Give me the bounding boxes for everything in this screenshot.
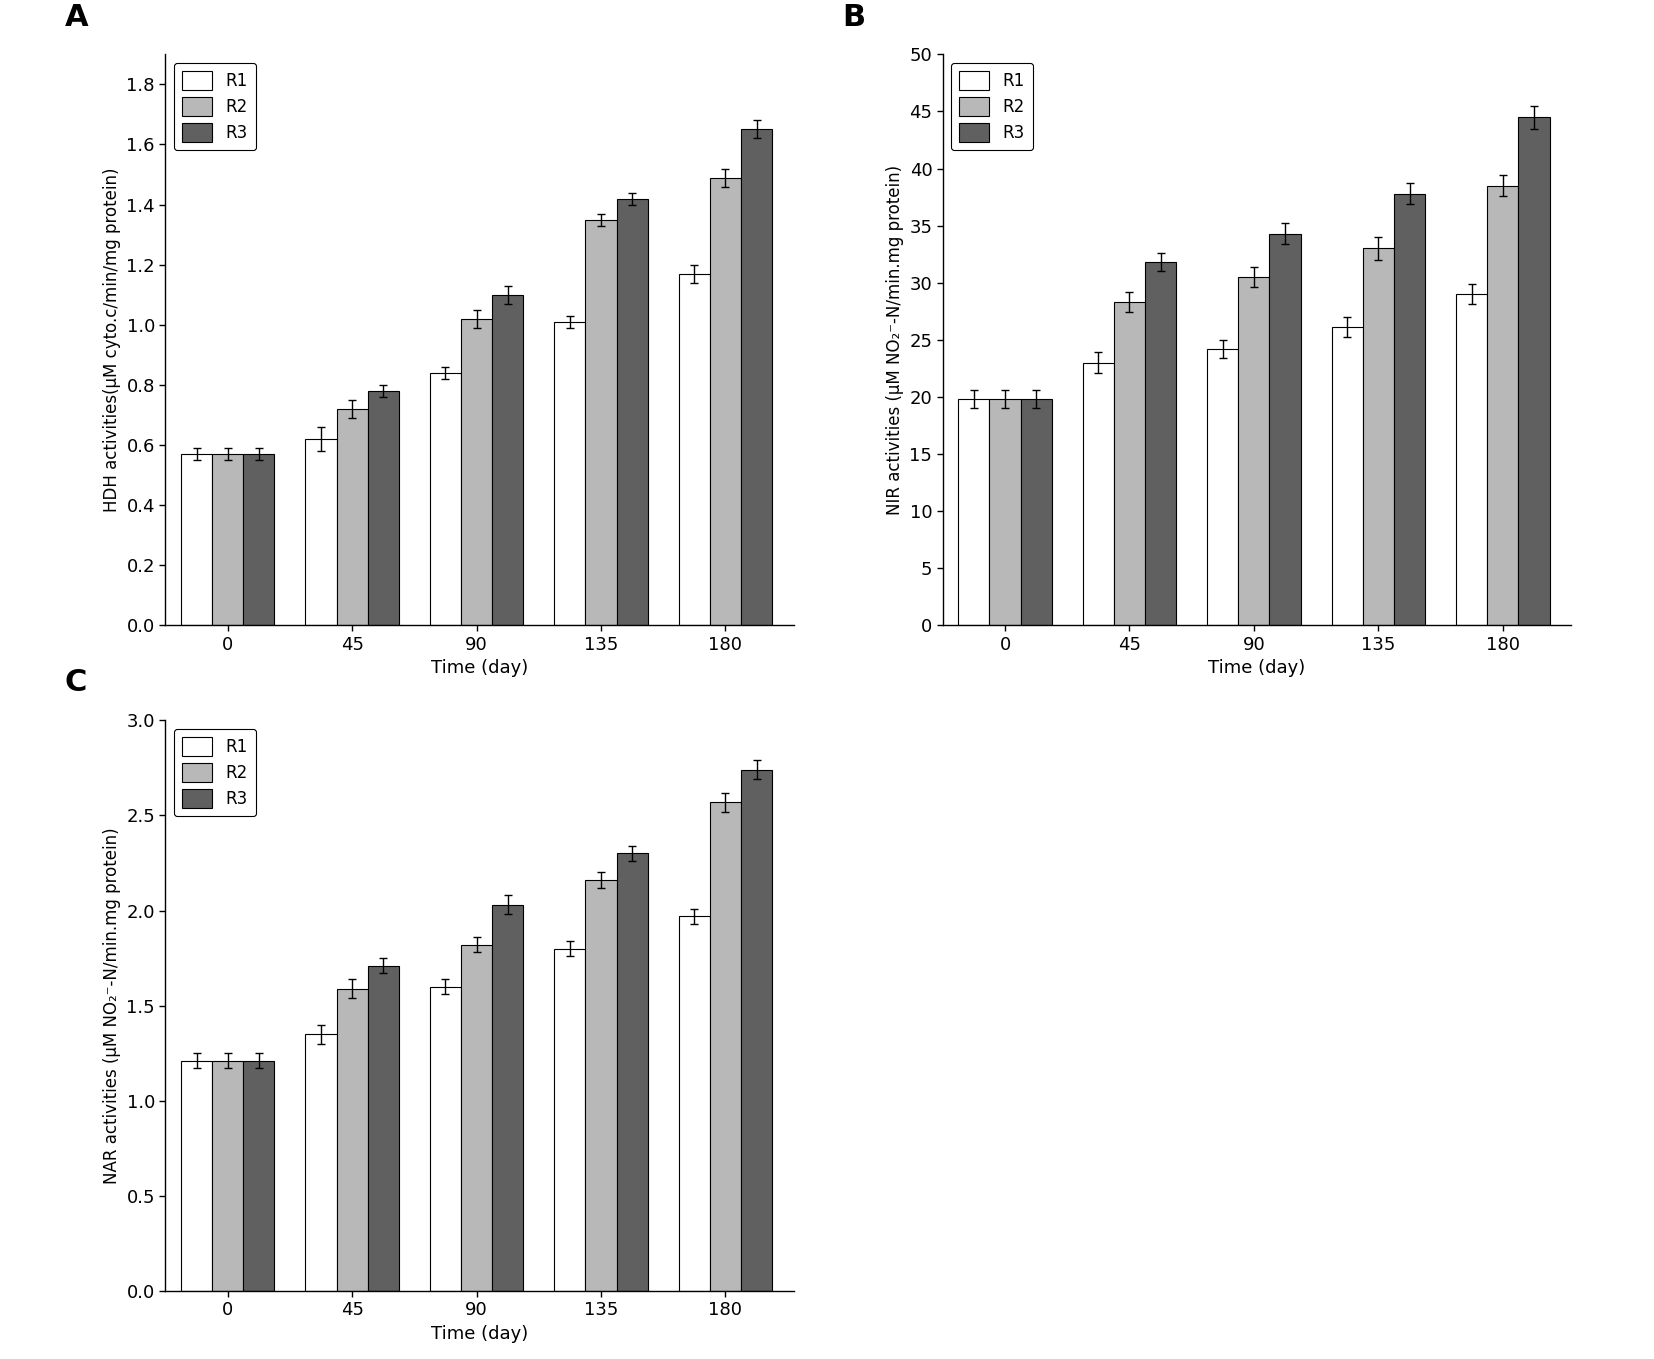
Bar	[493, 905, 523, 1291]
Y-axis label: HDH activities(μM cyto.c/min/mg protein): HDH activities(μM cyto.c/min/mg protein)	[103, 167, 121, 512]
Bar	[212, 454, 243, 625]
Bar	[1145, 262, 1176, 625]
Bar	[1487, 186, 1518, 625]
Bar	[1394, 193, 1426, 625]
X-axis label: Time (day): Time (day)	[1209, 659, 1305, 677]
Bar	[1021, 400, 1052, 625]
Bar	[493, 295, 523, 625]
Bar	[336, 409, 367, 625]
Bar	[306, 439, 336, 625]
Bar	[554, 322, 586, 625]
Bar	[678, 916, 710, 1291]
Text: B: B	[842, 3, 865, 31]
Legend: R1, R2, R3: R1, R2, R3	[174, 63, 256, 151]
Bar	[554, 949, 586, 1291]
Bar	[306, 1034, 336, 1291]
Bar	[617, 198, 648, 625]
Legend: R1, R2, R3: R1, R2, R3	[174, 728, 256, 817]
Bar	[180, 454, 212, 625]
Bar	[243, 454, 275, 625]
Legend: R1, R2, R3: R1, R2, R3	[951, 63, 1034, 151]
Bar	[710, 802, 741, 1291]
Bar	[243, 1061, 275, 1291]
Bar	[367, 966, 399, 1291]
X-axis label: Time (day): Time (day)	[432, 1325, 528, 1343]
Bar	[1456, 294, 1487, 625]
Bar	[710, 178, 741, 625]
Bar	[678, 273, 710, 625]
Bar	[430, 372, 461, 625]
Y-axis label: NAR activities (μM NO₂⁻-N/min.mg protein): NAR activities (μM NO₂⁻-N/min.mg protein…	[103, 828, 121, 1184]
Bar	[741, 769, 772, 1291]
Bar	[958, 400, 989, 625]
Bar	[1270, 234, 1300, 625]
Bar	[1113, 302, 1145, 625]
Bar	[212, 1061, 243, 1291]
Text: C: C	[65, 669, 88, 697]
Bar	[586, 881, 617, 1291]
Bar	[180, 1061, 212, 1291]
Text: A: A	[65, 3, 88, 31]
Bar	[1239, 277, 1270, 625]
Bar	[1207, 349, 1239, 625]
X-axis label: Time (day): Time (day)	[432, 659, 528, 677]
Bar	[741, 129, 772, 625]
Bar	[1363, 249, 1394, 625]
Bar	[367, 391, 399, 625]
Bar	[336, 988, 367, 1291]
Y-axis label: NIR activities (μM NO₂⁻-N/min.mg protein): NIR activities (μM NO₂⁻-N/min.mg protein…	[887, 164, 903, 515]
Bar	[989, 400, 1021, 625]
Bar	[461, 945, 493, 1291]
Bar	[430, 987, 461, 1291]
Bar	[461, 319, 493, 625]
Bar	[1331, 328, 1363, 625]
Bar	[1518, 117, 1550, 625]
Bar	[586, 220, 617, 625]
Bar	[1083, 363, 1113, 625]
Bar	[617, 853, 648, 1291]
